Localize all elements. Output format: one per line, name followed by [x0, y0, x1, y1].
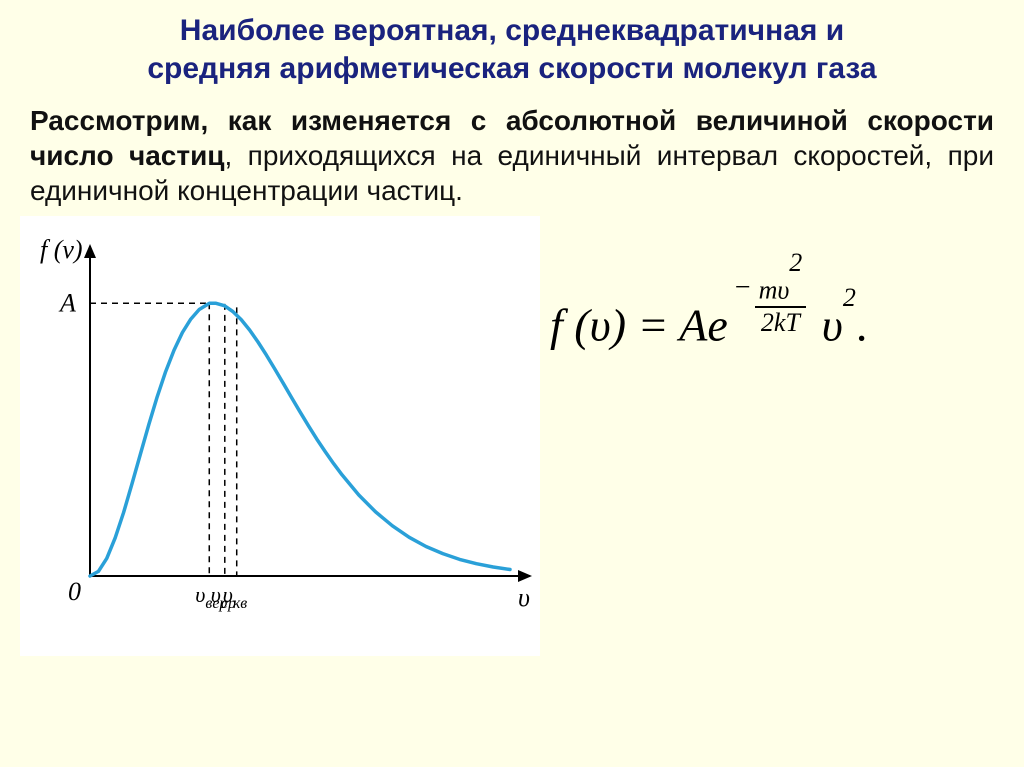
slide-root: Наиболее вероятная, среднеквадратичная и…: [0, 0, 1024, 767]
formula-period: .: [856, 299, 868, 350]
maxwell-chart: f (ν)υ0Aυверυсрυкв: [20, 216, 540, 661]
title-line-1: Наиболее вероятная, среднеквадратичная и: [180, 14, 844, 47]
exp-num-sup: 2: [789, 248, 802, 277]
body-paragraph: Рассмотрим, как изменяется с абсолютной …: [0, 95, 1024, 216]
svg-text:0: 0: [68, 577, 81, 606]
formula-exp-frac: mυ22kT: [755, 268, 807, 336]
formula-minus: −: [728, 272, 751, 303]
content-row: f (ν)υ0Aυверυсрυкв f (υ) = Ae −mυ22kT υ2…: [0, 216, 1024, 676]
svg-text:A: A: [58, 288, 76, 317]
exp-num-base: mυ: [759, 276, 790, 305]
maxwell-formula: f (υ) = Ae −mυ22kT υ2.: [550, 296, 867, 364]
slide-title: Наиболее вероятная, среднеквадратичная и…: [0, 0, 1024, 95]
title-line-2: средняя арифметическая скорости молекул …: [147, 52, 876, 85]
formula-tail-sup: 2: [843, 283, 856, 312]
formula-tail: υ: [810, 299, 843, 350]
formula-exp-num: mυ2: [755, 268, 807, 308]
chart-svg: f (ν)υ0Aυверυсрυкв: [20, 216, 540, 656]
formula-exp-den: 2kT: [755, 308, 807, 336]
formula-lhs: f (υ) = Ae: [550, 299, 728, 350]
svg-text:f (ν): f (ν): [40, 235, 83, 264]
svg-text:υ: υ: [518, 583, 530, 612]
